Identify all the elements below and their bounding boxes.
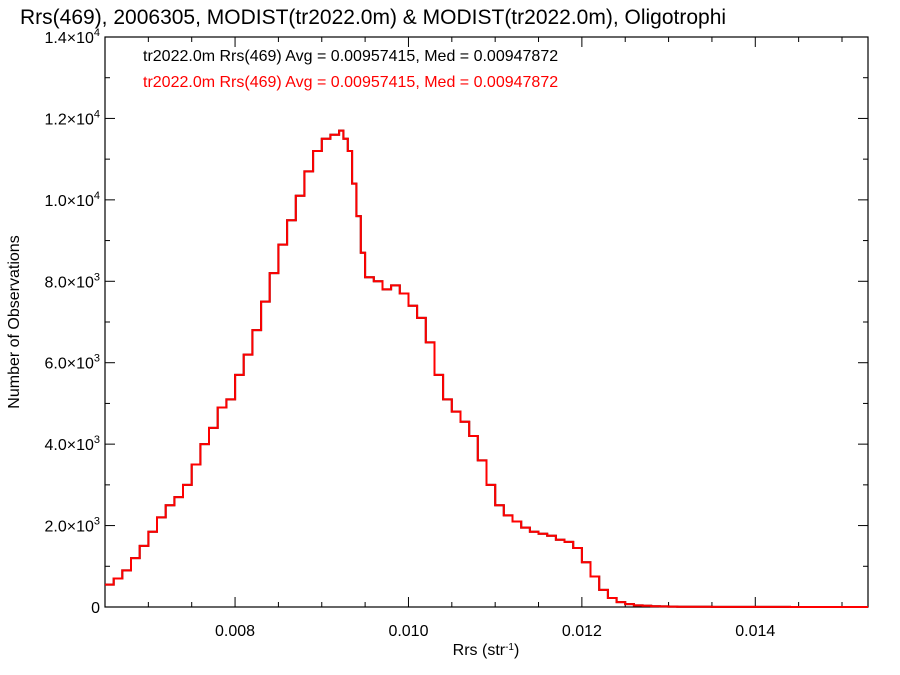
y-tick-mantissa: 2.0×10 (44, 519, 93, 536)
y-tick-exponent: 4 (94, 27, 100, 39)
legend: tr2022.0m Rrs(469) Avg = 0.00957415, Med… (143, 48, 558, 91)
legend-entry-0: tr2022.0m Rrs(469) Avg = 0.00957415, Med… (143, 48, 558, 65)
x-tick-label: 0.012 (562, 623, 602, 640)
tick-labels: 0.008 0.010 0.012 0.01402.0×1034.0×1036.0×1… (44, 27, 775, 640)
y-tick-mantissa: 1.4×10 (44, 30, 93, 47)
y-tick-exponent: 3 (94, 353, 100, 365)
y-tick-mantissa: 6.0×10 (44, 356, 93, 373)
y-tick-mantissa: 8.0×10 (44, 274, 93, 291)
y-tick-exponent: 3 (94, 434, 100, 446)
x-axis-label: Rrs (str-1) (453, 642, 520, 660)
y-tick-label: 1.2×104 (44, 108, 100, 128)
axis-ticks (105, 36, 868, 608)
plot-frame (104, 36, 869, 608)
x-tick-label: 0.014 (735, 623, 775, 640)
x-axis-label-end: ) (514, 642, 519, 659)
x-tick-label: 0.010 (388, 623, 428, 640)
y-tick-label: 0 (91, 600, 100, 617)
series-line-1 (105, 129, 868, 608)
y-tick-label: 4.0×103 (44, 434, 100, 454)
x-axis-label-text: Rrs (str (453, 642, 506, 659)
y-tick-mantissa: 0 (91, 600, 100, 617)
legend-entry-1: tr2022.0m Rrs(469) Avg = 0.00957415, Med… (143, 74, 558, 91)
y-tick-label: 1.4×104 (44, 27, 100, 47)
y-tick-label: 2.0×103 (44, 516, 100, 536)
y-tick-label: 8.0×103 (44, 271, 100, 291)
y-tick-exponent: 3 (94, 271, 100, 283)
series-line-0 (105, 129, 868, 608)
series-group (105, 129, 868, 608)
y-tick-exponent: 4 (94, 190, 100, 202)
y-tick-exponent: 4 (94, 108, 100, 120)
y-axis-label: Number of Observations (6, 235, 23, 408)
x-axis-label-exponent: -1 (505, 642, 514, 653)
y-tick-mantissa: 1.2×10 (44, 111, 93, 128)
y-tick-mantissa: 4.0×10 (44, 437, 93, 454)
y-tick-label: 1.0×104 (44, 190, 100, 210)
y-tick-mantissa: 1.0×10 (44, 193, 93, 210)
chart-title: Rrs(469), 2006305, MODIST(tr2022.0m) & M… (20, 6, 726, 29)
y-tick-label: 6.0×103 (44, 353, 100, 373)
x-tick-label: 0.008 (215, 623, 255, 640)
y-tick-exponent: 3 (94, 516, 100, 528)
